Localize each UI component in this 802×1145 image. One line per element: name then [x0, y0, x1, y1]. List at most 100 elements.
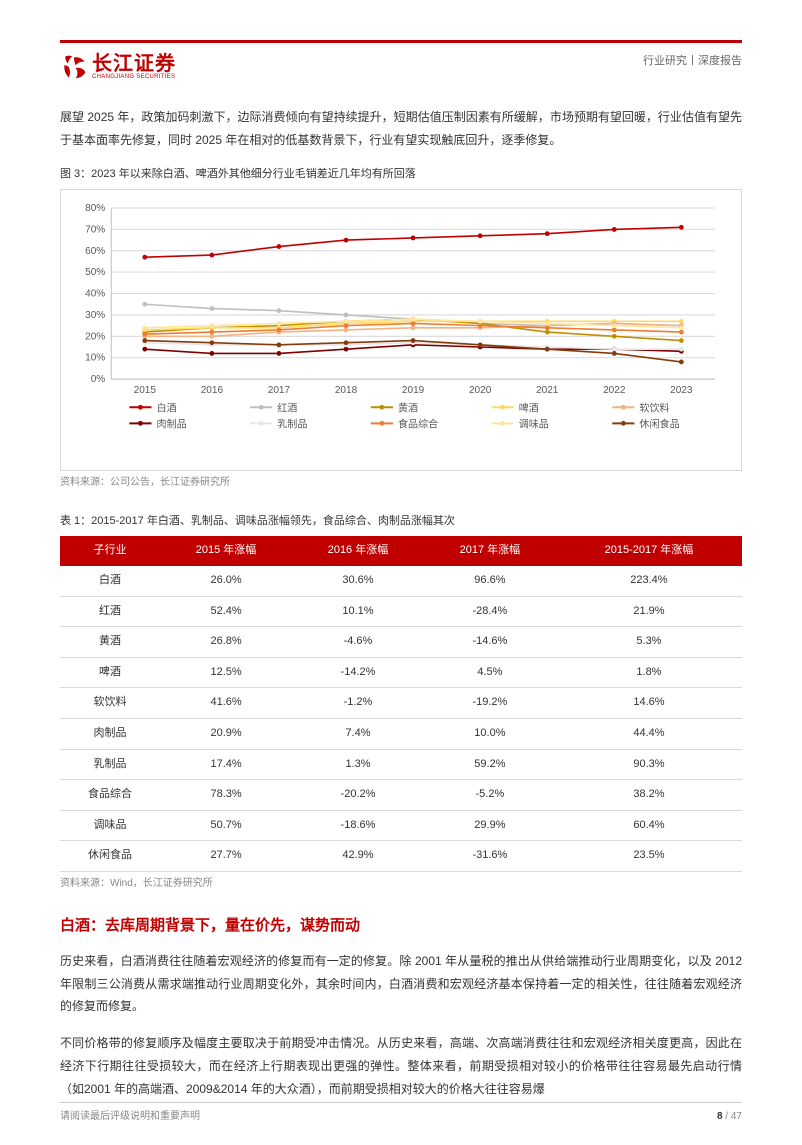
logo-text-cn: 长江证券 [92, 54, 176, 74]
svg-text:10%: 10% [85, 353, 105, 364]
svg-text:2018: 2018 [335, 385, 358, 396]
table-row: 乳制品17.4%1.3%59.2%90.3% [60, 749, 742, 780]
svg-text:30%: 30% [85, 310, 105, 321]
table-cell: -1.2% [292, 688, 424, 719]
footer-disclaimer: 请阅读最后评级说明和重要声明 [60, 1109, 200, 1125]
table-cell: 白酒 [60, 566, 160, 596]
page-total: 47 [731, 1111, 742, 1122]
table-row: 啤酒12.5%-14.2%4.5%1.8% [60, 657, 742, 688]
table-cell: 26.8% [160, 627, 292, 658]
section-paragraph: 历史来看，白酒消费往往随着宏观经济的修复而有一定的修复。除 2001 年从量税的… [60, 950, 742, 1018]
figure3-source: 资料来源：公司公告，长江证券研究所 [60, 475, 742, 491]
svg-text:食品综合: 食品综合 [398, 418, 438, 431]
table-cell: 10.0% [424, 718, 556, 749]
table-cell: 乳制品 [60, 749, 160, 780]
svg-text:调味品: 调味品 [519, 419, 549, 431]
table1-source: 资料来源：Wind，长江证券研究所 [60, 876, 742, 892]
svg-text:80%: 80% [85, 203, 105, 214]
svg-text:白酒: 白酒 [157, 401, 177, 414]
svg-text:2020: 2020 [469, 385, 492, 396]
table-cell: 38.2% [556, 780, 742, 811]
section-heading: 白酒：去库周期背景下，量在价先，谋势而动 [60, 914, 742, 938]
svg-text:50%: 50% [85, 267, 105, 278]
brand-icon [60, 53, 88, 81]
table-cell: 12.5% [160, 657, 292, 688]
page-number: 8 / 47 [717, 1109, 742, 1125]
table-cell: 78.3% [160, 780, 292, 811]
table-cell: 7.4% [292, 718, 424, 749]
table-cell: -20.2% [292, 780, 424, 811]
table-row: 白酒26.0%30.6%96.6%223.4% [60, 566, 742, 596]
table-cell: 23.5% [556, 841, 742, 872]
svg-text:黄酒: 黄酒 [398, 401, 418, 414]
svg-text:40%: 40% [85, 289, 105, 300]
table-row: 调味品50.7%-18.6%29.9%60.4% [60, 810, 742, 841]
table-cell: 调味品 [60, 810, 160, 841]
table-cell: 啤酒 [60, 657, 160, 688]
table-cell: 食品综合 [60, 780, 160, 811]
table1: 子行业2015 年涨幅2016 年涨幅2017 年涨幅2015-2017 年涨幅… [60, 536, 742, 872]
table-cell: 17.4% [160, 749, 292, 780]
figure3-chart-container: 0%10%20%30%40%50%60%70%80%20152016201720… [60, 189, 742, 471]
page-sep: / [723, 1111, 731, 1122]
table-cell: 59.2% [424, 749, 556, 780]
svg-text:2019: 2019 [402, 385, 425, 396]
table-row: 黄酒26.8%-4.6%-14.6%5.3% [60, 627, 742, 658]
table-cell: 29.9% [424, 810, 556, 841]
table-cell: 90.3% [556, 749, 742, 780]
table-cell: -19.2% [424, 688, 556, 719]
header-category: 行业研究丨深度报告 [643, 53, 742, 71]
svg-text:啤酒: 啤酒 [519, 401, 539, 414]
table-cell: 休闲食品 [60, 841, 160, 872]
table-cell: 41.6% [160, 688, 292, 719]
table-cell: 50.7% [160, 810, 292, 841]
logo-text-en: CHANGJIANG SECURITIES [92, 74, 176, 80]
table-row: 软饮料41.6%-1.2%-19.2%14.6% [60, 688, 742, 719]
intro-paragraph: 展望 2025 年，政策加码刺激下，边际消费倾向有望持续提升，短期估值压制因素有… [60, 106, 742, 152]
table-cell: 1.8% [556, 657, 742, 688]
table-cell: 60.4% [556, 810, 742, 841]
svg-text:2016: 2016 [201, 385, 224, 396]
table-row: 红酒52.4%10.1%-28.4%21.9% [60, 596, 742, 627]
table-cell: -18.6% [292, 810, 424, 841]
table-header-cell: 2016 年涨幅 [292, 536, 424, 566]
table-cell: 4.5% [424, 657, 556, 688]
svg-text:乳制品: 乳制品 [277, 418, 307, 431]
table-cell: -31.6% [424, 841, 556, 872]
table-cell: 21.9% [556, 596, 742, 627]
table-cell: 黄酒 [60, 627, 160, 658]
table-cell: 27.7% [160, 841, 292, 872]
table-cell: 1.3% [292, 749, 424, 780]
table1-title: 表 1：2015-2017 年白酒、乳制品、调味品涨幅领先，食品综合、肉制品涨幅… [60, 513, 742, 531]
table-cell: -5.2% [424, 780, 556, 811]
table-cell: -28.4% [424, 596, 556, 627]
svg-text:休闲食品: 休闲食品 [639, 418, 679, 431]
table-cell: 5.3% [556, 627, 742, 658]
table-cell: 223.4% [556, 566, 742, 596]
svg-text:红酒: 红酒 [277, 401, 297, 414]
table-cell: 软饮料 [60, 688, 160, 719]
table-header-cell: 2017 年涨幅 [424, 536, 556, 566]
svg-text:60%: 60% [85, 246, 105, 257]
svg-text:2015: 2015 [134, 385, 157, 396]
table-cell: 52.4% [160, 596, 292, 627]
table-row: 休闲食品27.7%42.9%-31.6%23.5% [60, 841, 742, 872]
svg-text:2017: 2017 [268, 385, 291, 396]
svg-text:70%: 70% [85, 225, 105, 236]
svg-text:2023: 2023 [670, 385, 693, 396]
svg-text:2021: 2021 [536, 385, 559, 396]
table-cell: 30.6% [292, 566, 424, 596]
table-cell: -14.2% [292, 657, 424, 688]
page-footer: 请阅读最后评级说明和重要声明 8 / 47 [60, 1102, 742, 1125]
table-cell: 肉制品 [60, 718, 160, 749]
svg-text:2022: 2022 [603, 385, 626, 396]
table-cell: 44.4% [556, 718, 742, 749]
table-row: 食品综合78.3%-20.2%-5.2%38.2% [60, 780, 742, 811]
svg-text:软饮料: 软饮料 [639, 401, 669, 414]
table-cell: -4.6% [292, 627, 424, 658]
figure3-chart: 0%10%20%30%40%50%60%70%80%20152016201720… [69, 200, 733, 462]
table-cell: 42.9% [292, 841, 424, 872]
table-cell: 14.6% [556, 688, 742, 719]
table-cell: 红酒 [60, 596, 160, 627]
table-cell: 10.1% [292, 596, 424, 627]
